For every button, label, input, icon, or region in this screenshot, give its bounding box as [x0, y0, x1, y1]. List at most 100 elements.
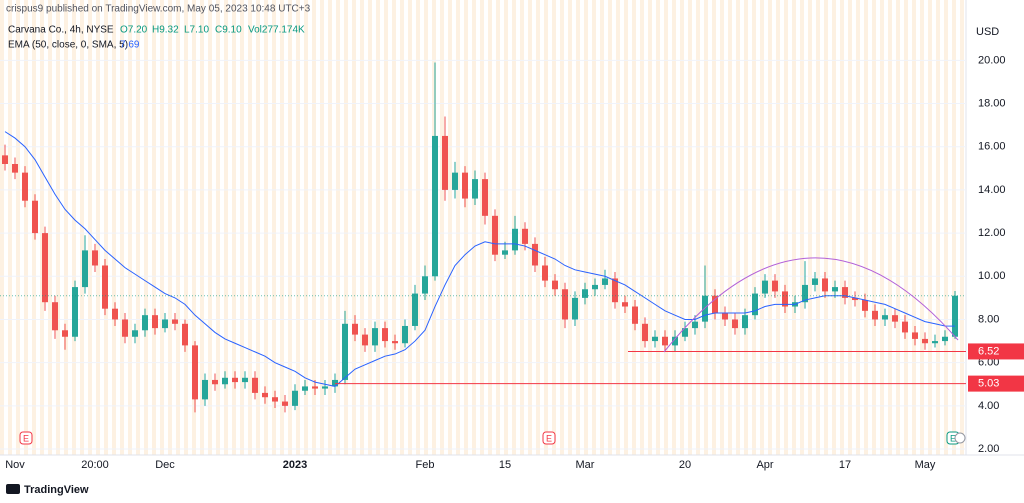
- published-note: crispus9 published on TradingView.com, M…: [6, 4, 311, 15]
- earnings-mark: E: [546, 433, 552, 443]
- candle-body: [192, 345, 198, 400]
- candle-body: [252, 377, 258, 393]
- candle-body: [22, 172, 28, 201]
- candle-body: [772, 280, 778, 292]
- candle-body: [672, 336, 678, 346]
- candle-body: [682, 328, 688, 337]
- candle-body: [712, 295, 718, 313]
- candle-body: [742, 315, 748, 329]
- candle-body: [592, 284, 598, 290]
- candle-body: [82, 250, 88, 288]
- candle-body: [272, 397, 278, 402]
- ohlc-open: O7.20: [120, 25, 148, 36]
- candle-body: [202, 379, 208, 400]
- candle-body: [422, 276, 428, 294]
- candle-body: [372, 328, 378, 346]
- candle-body: [892, 315, 898, 322]
- x-tick-label: 17: [839, 459, 851, 471]
- level-label-box: [968, 343, 1024, 360]
- candle-body: [532, 243, 538, 266]
- ohlc-close: C9.10: [215, 25, 242, 36]
- candle-body: [702, 295, 708, 322]
- ema-value: 7.69: [120, 40, 140, 51]
- candle-body: [492, 215, 498, 255]
- x-tick-label: 20:00: [81, 459, 109, 471]
- x-tick-label: 20: [679, 459, 691, 471]
- candle-body: [612, 278, 618, 303]
- candle-body: [52, 302, 58, 331]
- candle-body: [752, 293, 758, 316]
- candle-body: [642, 323, 648, 342]
- candle-body: [852, 297, 858, 301]
- candle-body: [132, 330, 138, 337]
- symbol: Carvana Co., 4h, NYSE: [8, 25, 114, 36]
- candle-body: [652, 336, 658, 342]
- candle-body: [72, 287, 78, 337]
- earnings-mark: E: [950, 433, 956, 443]
- candle-body: [662, 336, 668, 346]
- candle-body: [42, 233, 48, 303]
- y-tick-label: 14.00: [978, 184, 1006, 196]
- candle-body: [92, 250, 98, 266]
- earnings-mark: E: [23, 433, 29, 443]
- candle-body: [222, 377, 228, 385]
- candle-body: [942, 336, 948, 342]
- x-tick-label: Mar: [576, 459, 595, 471]
- candle-body: [952, 295, 958, 337]
- candle-body: [112, 308, 118, 320]
- candle-body: [602, 278, 608, 285]
- candle-body: [2, 155, 8, 164]
- x-tick-label: Dec: [155, 459, 175, 471]
- candle-body: [182, 323, 188, 346]
- candle-body: [732, 319, 738, 329]
- candle-body: [572, 297, 578, 320]
- logo-mark: [6, 484, 20, 494]
- candle-body: [922, 338, 928, 344]
- candle-body: [452, 172, 458, 190]
- x-tick-label: May: [915, 459, 936, 471]
- candle-body: [812, 278, 818, 285]
- x-tick-label: Nov: [5, 459, 25, 471]
- candle-body: [242, 377, 248, 383]
- candle-body: [632, 306, 638, 324]
- ema-legend: EMA (50, close, 0, SMA, 5): [8, 40, 128, 51]
- candle-body: [502, 250, 508, 255]
- candle-body: [262, 392, 268, 398]
- candle-body: [442, 135, 448, 190]
- candle-body: [902, 321, 908, 333]
- candle-body: [122, 319, 128, 337]
- candle-body: [862, 300, 868, 311]
- candle-body: [32, 200, 38, 234]
- y-tick-label: 16.00: [978, 141, 1006, 153]
- candle-body: [12, 164, 18, 173]
- candle-body: [402, 325, 408, 344]
- y-tick-label: 6.00: [978, 357, 999, 369]
- candle-body: [322, 386, 328, 389]
- candle-body: [842, 287, 848, 298]
- session-background: [0, 0, 966, 455]
- candle-body: [552, 280, 558, 290]
- y-tick-label: 4.00: [978, 400, 999, 412]
- ohlc-volume: Vol277.174K: [248, 25, 305, 36]
- candle-body: [352, 323, 358, 335]
- arc-drawing: [663, 257, 959, 353]
- candle-body: [622, 302, 628, 307]
- candle-body: [172, 319, 178, 324]
- x-tick-label: Apr: [756, 459, 773, 471]
- candle-body: [482, 179, 488, 216]
- candle-body: [152, 315, 158, 329]
- candle-body: [62, 330, 68, 337]
- y-tick-label: 12.00: [978, 227, 1006, 239]
- candle-body: [762, 280, 768, 294]
- candle-body: [342, 323, 348, 380]
- candle-body: [562, 289, 568, 320]
- candle-body: [872, 310, 878, 320]
- ohlc-high: H9.32: [152, 25, 179, 36]
- candle-body: [232, 377, 238, 383]
- level-label-box: [968, 375, 1024, 392]
- candle-body: [282, 401, 288, 406]
- candle-body: [692, 321, 698, 329]
- candle-body: [292, 390, 298, 406]
- x-tick-label: Feb: [416, 459, 435, 471]
